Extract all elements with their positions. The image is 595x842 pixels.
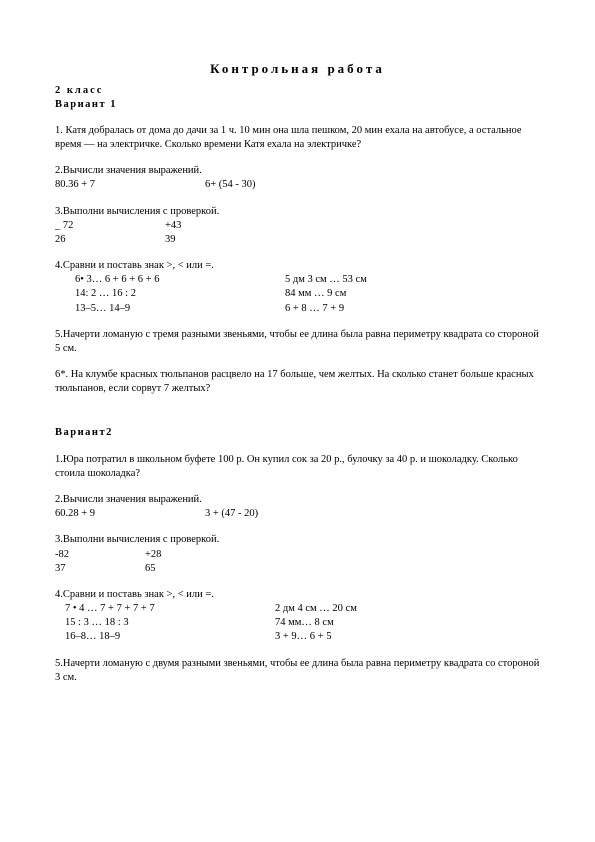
expr: 6+ (54 - 30): [205, 178, 540, 192]
calc: _ 72: [55, 219, 165, 233]
cmp: 14: 2 … 16 : 2: [75, 287, 285, 301]
expr: 3 + (47 - 20): [205, 507, 540, 521]
calc: +43: [165, 219, 181, 233]
task-heading: 3.Выполни вычисления с проверкой.: [55, 533, 540, 547]
calc: 65: [145, 562, 156, 576]
task-heading: 4.Сравни и поставь знак >, < или =.: [55, 259, 540, 273]
variant2-label: Вариант2: [55, 426, 540, 440]
cmp: 13–5… 14–9: [75, 302, 285, 316]
calc: 26: [55, 233, 165, 247]
task-heading: 4.Сравни и поставь знак >, < или =.: [55, 588, 540, 602]
v2-task5: 5.Начерти ломаную с двумя разными звенья…: [55, 657, 540, 685]
v1-task2: 2.Вычисли значения выражений. 80.36 + 7 …: [55, 164, 540, 192]
v1-task5: 5.Начерти ломаную с тремя разными звенья…: [55, 328, 540, 356]
v2-task2: 2.Вычисли значения выражений. 60.28 + 9 …: [55, 493, 540, 521]
task-heading: 2.Вычисли значения выражений.: [55, 493, 540, 507]
cmp: 74 мм… 8 см: [275, 616, 334, 630]
cmp: 3 + 9… 6 + 5: [275, 630, 331, 644]
calc: 39: [165, 233, 176, 247]
cmp: 6 + 8 … 7 + 9: [285, 302, 344, 316]
v2-task3: 3.Выполни вычисления с проверкой. -82 +2…: [55, 533, 540, 576]
cmp: 6• 3… 6 + 6 + 6 + 6: [75, 273, 285, 287]
cmp: 7 • 4 … 7 + 7 + 7 + 7: [65, 602, 275, 616]
cmp: 16–8… 18–9: [65, 630, 275, 644]
task-heading: 2.Вычисли значения выражений.: [55, 164, 540, 178]
cmp: 2 дм 4 см … 20 см: [275, 602, 357, 616]
v1-task4: 4.Сравни и поставь знак >, < или =. 6• 3…: [55, 259, 540, 316]
calc: +28: [145, 548, 161, 562]
page-title: Контрольная работа: [55, 60, 540, 78]
cmp: 5 дм 3 см … 53 см: [285, 273, 367, 287]
v1-task6: 6*. На клумбе красных тюльпанов расцвело…: [55, 368, 540, 396]
calc: 37: [55, 562, 145, 576]
expr: 80.36 + 7: [55, 178, 205, 192]
expr: 60.28 + 9: [55, 507, 205, 521]
cmp: 84 мм … 9 см: [285, 287, 346, 301]
v2-task4: 4.Сравни и поставь знак >, < или =. 7 • …: [55, 588, 540, 645]
grade-label: 2 класс: [55, 84, 540, 98]
cmp: 15 : 3 … 18 : 3: [65, 616, 275, 630]
v2-task1: 1.Юра потратил в школьном буфете 100 р. …: [55, 453, 540, 481]
calc: -82: [55, 548, 145, 562]
v1-task3: 3.Выполни вычисления с проверкой. _ 72 +…: [55, 205, 540, 248]
variant1-label: Вариант 1: [55, 98, 540, 112]
v1-task1: 1. Катя добралась от дома до дачи за 1 ч…: [55, 124, 540, 152]
task-heading: 3.Выполни вычисления с проверкой.: [55, 205, 540, 219]
